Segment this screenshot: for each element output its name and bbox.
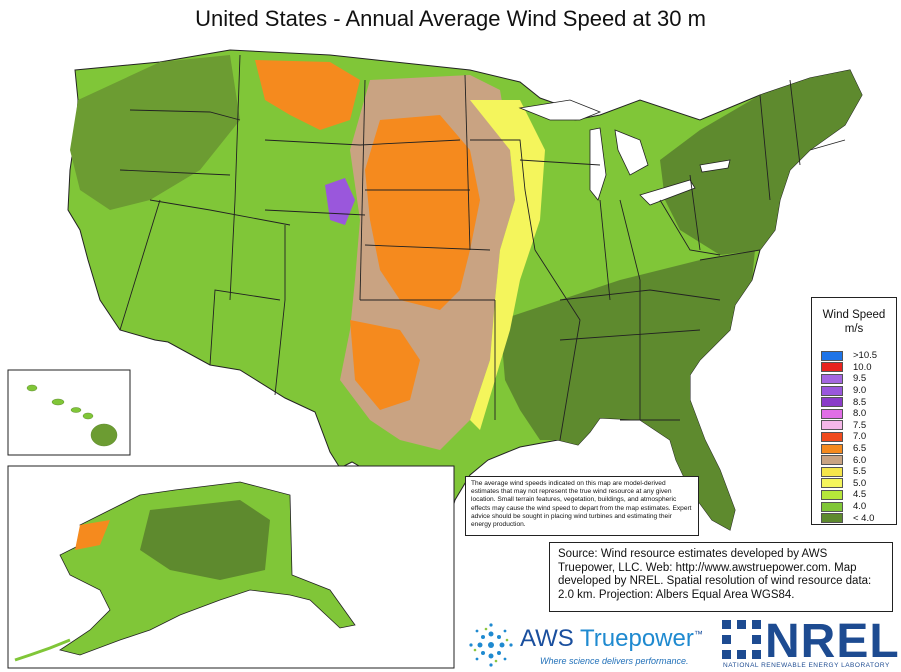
- legend-item: 7.0: [821, 431, 887, 443]
- legend-item: 6.0: [821, 454, 887, 466]
- aws-wordmark-a: AWS: [520, 625, 574, 652]
- lake-erie: [639, 179, 696, 206]
- legend-swatch: [821, 431, 843, 442]
- legend-label: < 4.0: [853, 512, 875, 524]
- legend-label: >10.5: [853, 350, 878, 362]
- legend-item: 5.0: [821, 478, 887, 490]
- legend-item: 4.5: [821, 489, 887, 501]
- legend-swatch: [821, 362, 843, 373]
- nrel-logo-icon: [722, 620, 761, 659]
- lake-michigan: [589, 127, 607, 201]
- legend-item: 10.0: [821, 362, 887, 374]
- legend-label: 8.0: [853, 408, 867, 420]
- plains-high-wind-region: [365, 115, 480, 310]
- state-borders: [119, 54, 846, 441]
- legend-rows: >10.5 10.0 9.5 9.0 8.5 8.0 7.5 7.0 6.5 6.0 5.5 5.0 4…: [821, 350, 887, 524]
- northeast-low-wind-region: [660, 70, 862, 255]
- legend-swatch: [821, 478, 843, 489]
- legend-label: 4.0: [853, 501, 867, 513]
- legend-unit: m/s: [844, 323, 864, 335]
- legend-label: 7.5: [853, 419, 867, 431]
- legend-label: 4.5: [853, 489, 867, 501]
- legend-swatch: [821, 385, 843, 396]
- map-title: United States - Annual Average Wind Spee…: [195, 6, 706, 31]
- legend-swatch: [821, 420, 843, 431]
- aws-wordmark-b: Truepower: [580, 625, 694, 652]
- legend-label: 10.0: [853, 361, 872, 373]
- nrel-subtitle: NATIONAL RENEWABLE ENERGY LABORATORY: [723, 662, 890, 669]
- legend-swatch: [821, 443, 843, 454]
- legend-label: 5.0: [853, 477, 867, 489]
- legend-item: 8.5: [821, 396, 887, 408]
- texas-plains-region: [350, 320, 420, 410]
- legend-item: 4.0: [821, 501, 887, 513]
- legend-label: 9.0: [853, 385, 867, 397]
- alaska-coast-high: [75, 520, 110, 550]
- legend-label: 5.5: [853, 466, 867, 478]
- legend-item: 5.5: [821, 466, 887, 478]
- legend-item: 8.0: [821, 408, 887, 420]
- lake-ontario: [699, 159, 731, 173]
- legend-label: 7.0: [853, 431, 867, 443]
- legend-item: < 4.0: [821, 512, 887, 524]
- legend-item: >10.5: [821, 350, 887, 362]
- lake-superior: [518, 99, 602, 121]
- legend-label: 6.5: [853, 443, 867, 455]
- legend-item: 9.5: [821, 373, 887, 385]
- legend-title: Wind Speed: [822, 309, 886, 321]
- legend-label: 8.5: [853, 396, 867, 408]
- legend-swatch: [821, 373, 843, 384]
- legend-swatch: [821, 455, 843, 466]
- aws-truepower-logo-icon: [469, 623, 513, 667]
- nrel-wordmark: NREL: [765, 615, 900, 668]
- legend-swatch: [821, 350, 843, 361]
- legend-item: 6.5: [821, 443, 887, 455]
- montana-high-wind-region: [255, 60, 360, 130]
- legend-item: 9.0: [821, 385, 887, 397]
- legend-swatch: [821, 501, 843, 512]
- legend-label: 9.5: [853, 373, 867, 385]
- legend-swatch: [821, 408, 843, 419]
- aws-trademark: ™: [693, 629, 703, 639]
- aws-tagline: Where science delivers performance.: [540, 656, 689, 666]
- lake-huron: [614, 129, 649, 176]
- legend-swatch: [821, 397, 843, 408]
- wind-speed-legend: Wind Speed m/s >10.5 10.0 9.5 9.0 8.5 8.0 7.5 7…: [811, 297, 897, 525]
- legend-item: 7.5: [821, 420, 887, 432]
- legend-label: 6.0: [853, 454, 867, 466]
- legend-swatch: [821, 466, 843, 477]
- source-credits: Source: Wind resource estimates develope…: [549, 542, 893, 612]
- aleutian-islands: [14, 638, 71, 662]
- plains-fringe-region: [470, 100, 545, 430]
- legend-swatch: [821, 513, 843, 524]
- disclaimer-note: The average wind speeds indicated on thi…: [465, 476, 699, 536]
- alaska-interior: [140, 500, 270, 580]
- southeast-low-wind-region: [500, 250, 755, 530]
- hawaii-islands: [26, 384, 118, 447]
- legend-swatch: [821, 489, 843, 500]
- northwest-low-wind-region: [70, 55, 240, 210]
- aws-truepower-wordmark: AWS Truepower™: [520, 625, 703, 653]
